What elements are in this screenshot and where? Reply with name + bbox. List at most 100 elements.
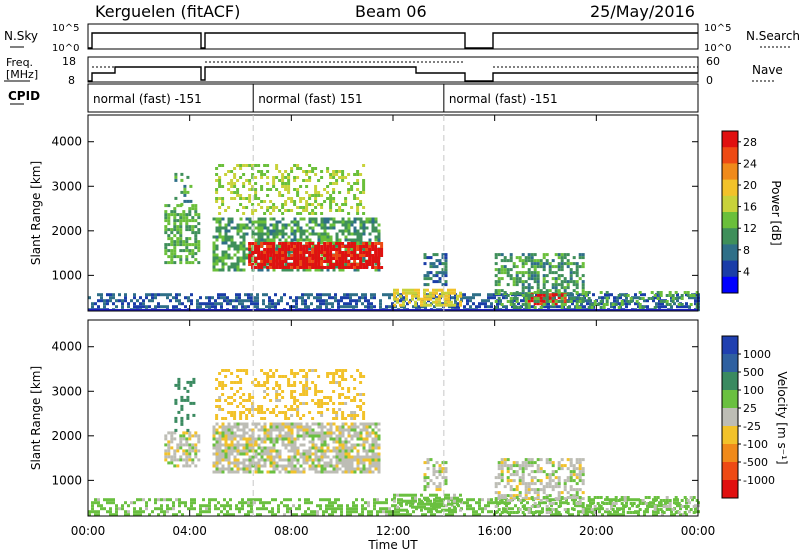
heatmap-cell <box>484 305 487 309</box>
heatmap-cell <box>299 217 303 221</box>
heatmap-cell <box>497 467 501 471</box>
heatmap-cell <box>542 299 546 303</box>
heatmap-cell <box>542 277 546 281</box>
heatmap-cell <box>353 245 357 248</box>
heatmap-cell <box>218 440 222 444</box>
heatmap-cell <box>554 511 558 514</box>
heatmap-cell <box>293 402 297 405</box>
heatmap-cell <box>487 498 490 502</box>
heatmap-cell <box>506 259 510 263</box>
heatmap-cell <box>242 256 246 260</box>
heatmap-cell <box>426 461 430 465</box>
heatmap-cell <box>656 297 660 300</box>
heatmap-cell <box>178 501 181 505</box>
heatmap-cell <box>97 504 100 508</box>
heatmap-cell <box>346 510 349 514</box>
heatmap-cell <box>212 244 216 248</box>
heatmap-cell <box>338 260 342 263</box>
heatmap-cell <box>554 289 558 293</box>
heatmap-cell <box>563 289 567 293</box>
heatmap-cell <box>572 256 576 260</box>
heatmap-cell <box>266 206 270 209</box>
heatmap-cell <box>263 257 267 260</box>
heatmap-cell <box>362 467 366 471</box>
heatmap-cell <box>214 305 217 309</box>
heatmap-cell <box>275 384 279 387</box>
heatmap-cell <box>341 257 345 260</box>
heatmap-cell <box>530 296 534 300</box>
heatmap-cell <box>447 294 450 298</box>
heatmap-cell <box>287 188 291 191</box>
heatmap-cell <box>560 467 564 471</box>
heatmap-cell <box>233 226 237 230</box>
heatmap-cell <box>548 479 552 483</box>
sky-count-line <box>88 32 698 49</box>
heatmap-cell <box>569 479 573 483</box>
heatmap-cell <box>592 293 595 297</box>
heatmap-cell <box>533 271 537 275</box>
heatmap-cell <box>190 302 193 306</box>
heatmap-cell <box>374 437 378 441</box>
heatmap-cell <box>287 173 291 176</box>
heatmap-cell <box>604 498 607 502</box>
heatmap-cell <box>500 303 504 306</box>
heatmap-cell <box>539 262 543 266</box>
heatmap-cell <box>402 508 405 512</box>
heatmap-cell <box>272 232 276 236</box>
heatmap-cell <box>423 461 427 465</box>
heatmap-cell <box>178 498 181 502</box>
heatmap-cell <box>136 498 139 502</box>
heatmap-cell <box>232 305 235 309</box>
heatmap-cell <box>253 498 256 502</box>
heatmap-cell <box>518 280 522 284</box>
heatmap-cell <box>533 491 537 495</box>
heatmap-cell <box>323 229 327 233</box>
heatmap-cell <box>338 257 342 260</box>
heatmap-cell <box>417 297 420 301</box>
heatmap-cell <box>191 261 195 265</box>
heatmap-cell <box>293 384 297 387</box>
heatmap-cell <box>299 263 303 266</box>
heatmap-cell <box>320 440 324 444</box>
heatmap-cell <box>326 422 330 426</box>
heatmap-cell <box>536 464 540 468</box>
heatmap-cell <box>359 223 363 227</box>
heatmap-cell <box>554 482 558 486</box>
heatmap-cell <box>245 226 249 230</box>
heatmap-cell <box>426 256 430 260</box>
heatmap-cell <box>239 449 243 453</box>
heatmap-cell <box>188 464 192 468</box>
heatmap-cell <box>356 232 360 236</box>
heatmap-cell <box>335 209 339 212</box>
heatmap-cell <box>524 491 528 495</box>
heatmap-cell <box>269 263 273 266</box>
sky-right-label: N.Search <box>746 29 800 43</box>
heatmap-cell <box>637 513 640 517</box>
heatmap-cell <box>287 179 291 182</box>
heatmap-cell <box>463 305 466 309</box>
heatmap-cell <box>263 446 267 450</box>
heatmap-cell <box>581 511 585 514</box>
heatmap-cell <box>314 257 318 260</box>
heatmap-cell <box>305 170 309 173</box>
heatmap-cell <box>174 398 178 402</box>
heatmap-cell <box>629 300 633 303</box>
heatmap-cell <box>290 390 294 393</box>
heatmap-cell <box>281 254 285 257</box>
heatmap-cell <box>332 173 336 176</box>
heatmap-cell <box>257 428 261 432</box>
heatmap-cell <box>290 414 294 417</box>
heatmap-cell <box>545 496 549 499</box>
heatmap-cell <box>586 504 589 508</box>
heatmap-cell <box>236 369 240 372</box>
heatmap-cell <box>170 255 174 259</box>
heatmap-cell <box>515 280 519 284</box>
heatmap-cell <box>536 277 540 281</box>
heatmap-cell <box>429 508 432 512</box>
heatmap-cell <box>266 268 270 272</box>
heatmap-cell <box>469 507 472 511</box>
heatmap-cell <box>314 194 318 197</box>
heatmap-cell <box>295 296 298 300</box>
heatmap-cell <box>197 222 201 226</box>
heatmap-cell <box>326 248 330 251</box>
